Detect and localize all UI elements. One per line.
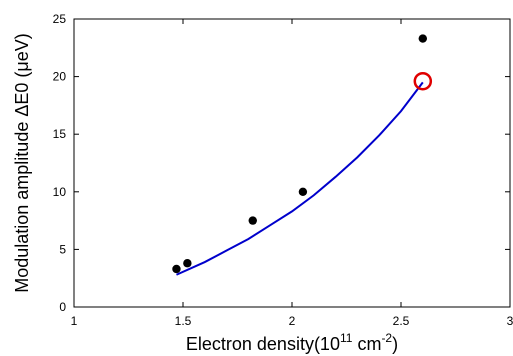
y-tick-label: 25	[53, 12, 67, 26]
x-axis-label: Electron density(1011 cm-2)	[186, 331, 398, 354]
y-tick-label: 5	[59, 242, 66, 256]
data-points-series	[172, 34, 427, 274]
data-point	[172, 264, 181, 274]
x-tick-label: 1.5	[175, 314, 192, 328]
y-axis-label: Modulation amplitude ΔE0 (μeV)	[12, 33, 32, 293]
fit-line-series	[176, 81, 424, 276]
fit-line	[176, 81, 424, 276]
y-tick-label: 0	[59, 300, 66, 314]
plot-frame	[73, 18, 511, 308]
data-point	[418, 34, 427, 43]
y-tick-label: 15	[53, 127, 67, 141]
highlight-layer	[413, 71, 433, 91]
data-point	[248, 216, 257, 225]
highlight-circle	[413, 71, 433, 91]
x-tick-label: 3	[507, 314, 513, 328]
plot-frame-group	[73, 18, 511, 308]
y-tick-label: 20	[53, 70, 67, 84]
y-tick-label: 10	[53, 185, 67, 199]
data-point	[298, 187, 308, 196]
x-axis-ticks: 1 1.5 2 2.5 3	[71, 19, 513, 328]
data-point	[183, 259, 192, 268]
x-tick-label: 1	[71, 314, 78, 328]
x-tick-label: 2.5	[393, 314, 410, 328]
x-tick-label: 2	[289, 314, 296, 328]
y-axis-ticks: 0 5 10 15 20 25	[53, 12, 510, 314]
